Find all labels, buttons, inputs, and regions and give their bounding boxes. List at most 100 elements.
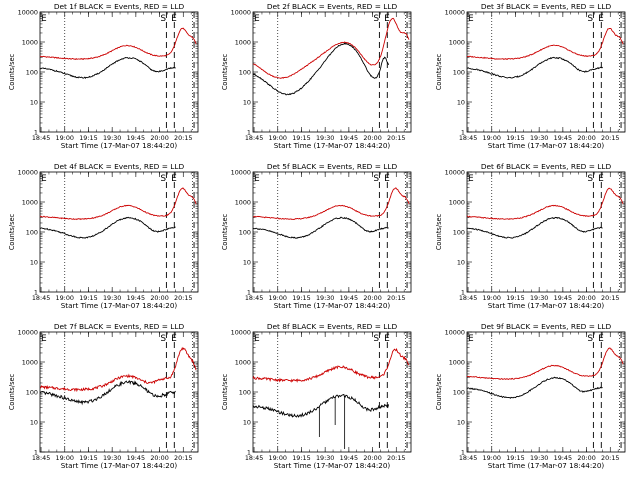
x-tick-label: 19:45 <box>340 294 358 302</box>
y-tick-label: 1 <box>34 289 38 297</box>
y-tick-label: 10000 <box>18 169 38 177</box>
x-tick-label: 19:30 <box>530 454 548 462</box>
x-tick-label: 19:15 <box>292 454 310 462</box>
series-events-line <box>252 393 390 418</box>
y-tick-label: 10000 <box>445 329 465 337</box>
y-tick-label: 100 <box>453 389 465 397</box>
panel-det-6: Det 6f BLACK = Events, RED = LLD 1 10 100 10… <box>435 162 626 310</box>
panel-title: Det 5f BLACK = Events, RED = LLD <box>267 162 398 171</box>
y-tick-label: 10000 <box>231 169 251 177</box>
y-tick-label: 100 <box>26 229 38 237</box>
marker-label-e: E <box>468 14 474 24</box>
y-tick-label: 1000 <box>449 199 465 207</box>
marker-label-e: E <box>171 174 177 184</box>
marker-label-e: E <box>41 334 47 344</box>
marker-label-e: E <box>171 14 177 24</box>
y-axis-label: Counts/sec <box>8 373 16 410</box>
x-tick-label: 18:45 <box>32 294 50 302</box>
series-events-line <box>466 376 603 399</box>
marker-label-e: E <box>468 334 474 344</box>
series-lld-line <box>39 187 197 221</box>
marker-label-e: E <box>598 174 604 184</box>
panel-title: Det 6f BLACK = Events, RED = LLD <box>481 162 612 171</box>
x-tick-label: 19:45 <box>340 454 358 462</box>
x-tick-label: 19:30 <box>316 454 334 462</box>
x-tick-label: 20:15 <box>387 294 405 302</box>
marker-label-s: S <box>160 14 166 24</box>
x-tick-label: 19:30 <box>316 294 334 302</box>
x-tick-label: 20:00 <box>150 294 168 302</box>
series-events-line <box>466 216 603 239</box>
marker-label-e: E <box>254 334 260 344</box>
y-tick-label: 10 <box>243 99 251 107</box>
x-tick-label: 20:00 <box>363 454 381 462</box>
marker-label-e: E <box>41 174 47 184</box>
y-tick-label: 10 <box>30 259 38 267</box>
x-axis-label: Start Time (17-Mar-07 18:44:20) <box>488 141 605 150</box>
x-tick-label: 19:45 <box>554 454 572 462</box>
series-events-line <box>39 380 176 406</box>
x-tick-label: 19:45 <box>340 134 358 142</box>
x-tick-label: 19:00 <box>56 454 74 462</box>
panel-title: Det 2f BLACK = Events, RED = LLD <box>267 2 398 11</box>
panel-title: Det 7f BLACK = Events, RED = LLD <box>54 322 185 331</box>
x-tick-label: 20:15 <box>174 294 192 302</box>
y-tick-label: 100 <box>453 229 465 237</box>
y-tick-label: 1000 <box>22 199 38 207</box>
x-axis-label: Start Time (17-Mar-07 18:44:20) <box>274 141 391 150</box>
x-tick-label: 19:15 <box>292 134 310 142</box>
x-axis-label: Start Time (17-Mar-07 18:44:20) <box>274 301 391 310</box>
marker-label-s: S <box>373 14 379 24</box>
y-tick-label: 1 <box>247 129 251 137</box>
x-tick-label: 20:15 <box>601 294 619 302</box>
y-tick-label: 100 <box>26 389 38 397</box>
x-tick-label: 19:45 <box>127 134 145 142</box>
x-tick-label: 20:00 <box>150 134 168 142</box>
x-tick-label: 20:00 <box>577 454 595 462</box>
panel-title: Det 8f BLACK = Events, RED = LLD <box>267 322 398 331</box>
marker-label-s: S <box>160 334 166 344</box>
y-tick-label: 1000 <box>449 359 465 367</box>
y-tick-label: 10 <box>457 419 465 427</box>
y-tick-label: 10 <box>30 419 38 427</box>
series-lld-line <box>466 187 624 220</box>
panel-det-9: Det 9f BLACK = Events, RED = LLD 1 10 100 10… <box>435 322 626 470</box>
series-lld-line <box>252 347 410 383</box>
x-tick-label: 20:15 <box>601 454 619 462</box>
x-tick-label: 19:15 <box>79 134 97 142</box>
x-tick-label: 20:15 <box>387 454 405 462</box>
series-events-line <box>252 216 389 239</box>
series-events-line <box>466 56 603 79</box>
x-tick-label: 18:45 <box>32 454 50 462</box>
y-tick-label: 10 <box>243 419 251 427</box>
y-tick-label: 1 <box>461 129 465 137</box>
x-tick-label: 20:15 <box>174 454 192 462</box>
x-tick-label: 19:15 <box>79 454 97 462</box>
x-tick-label: 20:15 <box>601 134 619 142</box>
y-tick-label: 10000 <box>445 169 465 177</box>
x-tick-label: 18:45 <box>459 454 477 462</box>
x-tick-label: 19:00 <box>483 294 501 302</box>
x-tick-label: 19:45 <box>127 454 145 462</box>
y-tick-label: 10 <box>30 99 38 107</box>
x-tick-label: 19:15 <box>506 294 524 302</box>
x-tick-label: 19:30 <box>530 134 548 142</box>
x-tick-label: 20:15 <box>387 134 405 142</box>
x-axis-label: Start Time (17-Mar-07 18:44:20) <box>61 301 178 310</box>
x-tick-label: 19:00 <box>56 294 74 302</box>
panel-det-3: Det 3f BLACK = Events, RED = LLD 1 10 100 10… <box>435 2 626 150</box>
y-tick-label: 10 <box>457 259 465 267</box>
x-tick-label: 20:00 <box>363 134 381 142</box>
series-lld-line <box>39 346 197 393</box>
marker-label-s: S <box>373 334 379 344</box>
y-axis-label: Counts/sec <box>435 53 443 90</box>
x-tick-label: 19:15 <box>292 294 310 302</box>
series-lld-line <box>466 347 624 381</box>
panel-det-8: Det 8f BLACK = Events, RED = LLD 1 10 100 10… <box>221 322 412 470</box>
x-tick-label: 20:00 <box>577 134 595 142</box>
series-events-line <box>39 216 176 239</box>
marker-label-s: S <box>587 334 593 344</box>
y-tick-label: 1000 <box>22 359 38 367</box>
